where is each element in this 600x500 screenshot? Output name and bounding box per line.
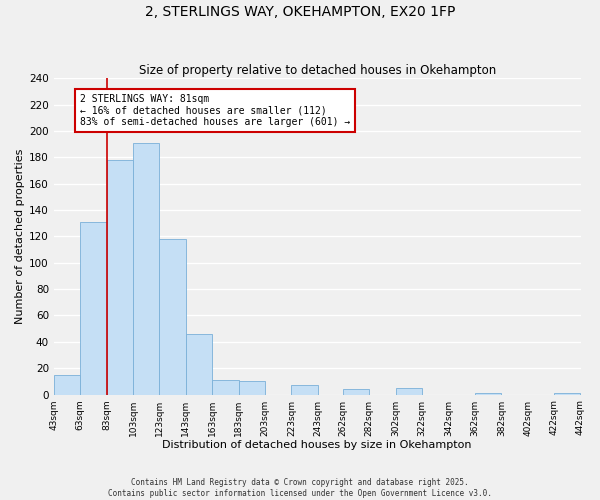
Text: Contains HM Land Registry data © Crown copyright and database right 2025.
Contai: Contains HM Land Registry data © Crown c… [108,478,492,498]
Bar [343,390,369,394]
Bar [133,143,160,395]
Bar [239,382,265,394]
Bar [160,239,186,394]
Bar [292,386,318,394]
Bar [80,222,107,394]
Y-axis label: Number of detached properties: Number of detached properties [15,148,25,324]
Text: 2, STERLINGS WAY, OKEHAMPTON, EX20 1FP: 2, STERLINGS WAY, OKEHAMPTON, EX20 1FP [145,5,455,19]
Bar [186,334,212,394]
X-axis label: Distribution of detached houses by size in Okehampton: Distribution of detached houses by size … [163,440,472,450]
Title: Size of property relative to detached houses in Okehampton: Size of property relative to detached ho… [139,64,496,77]
Bar [212,380,239,394]
Bar [54,375,80,394]
Text: 2 STERLINGS WAY: 81sqm
← 16% of detached houses are smaller (112)
83% of semi-de: 2 STERLINGS WAY: 81sqm ← 16% of detached… [80,94,350,127]
Bar [395,388,422,394]
Bar [107,160,133,394]
